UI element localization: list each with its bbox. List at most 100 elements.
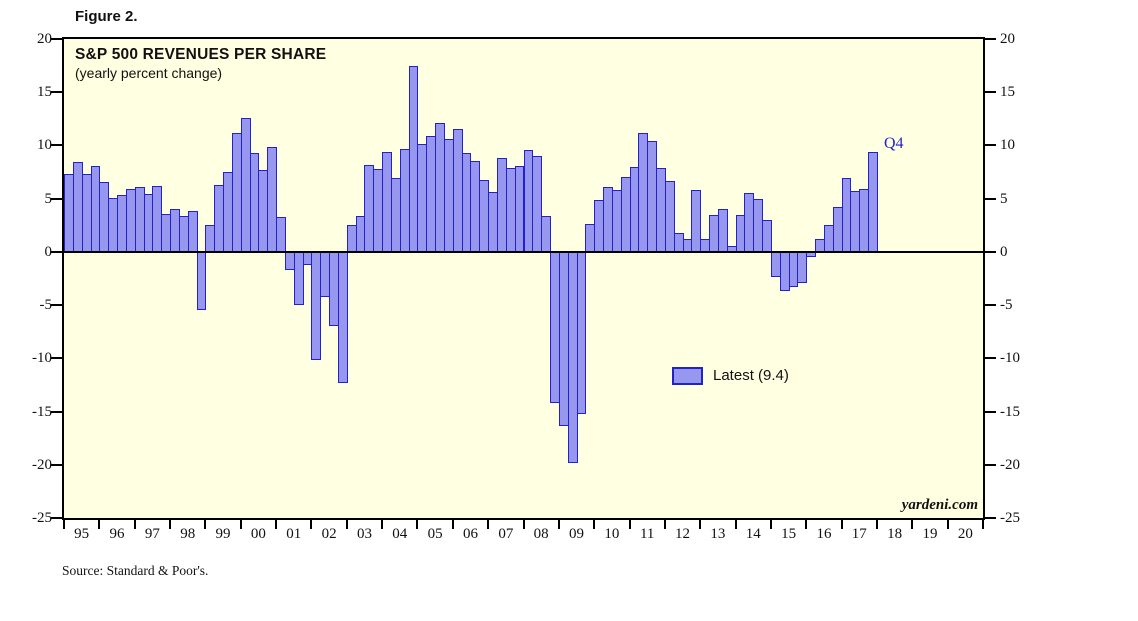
x-axis-label: 99: [215, 526, 231, 542]
bar: [337, 251, 348, 383]
y-axis-label-left: -25: [32, 510, 52, 526]
x-axis-label: 19: [922, 526, 938, 542]
y-axis-label-right: -10: [1000, 350, 1020, 367]
x-axis-tick: [381, 520, 384, 529]
x-axis-tick: [275, 520, 278, 529]
y-axis-label-left: 15: [37, 84, 52, 101]
x-axis-tick: [734, 520, 737, 529]
y-axis-tick: [985, 250, 996, 253]
y-axis-label-right: 20: [1000, 31, 1015, 47]
y-axis-label-right: -20: [1000, 456, 1020, 473]
y-axis-label-right: -25: [1000, 510, 1020, 526]
x-axis-tick: [133, 520, 136, 529]
legend-label: Latest (9.4): [713, 367, 789, 384]
watermark: yardeni.com: [901, 497, 978, 513]
y-axis-tick: [985, 517, 996, 519]
y-axis-tick: [985, 197, 996, 200]
x-axis-label: 02: [321, 526, 337, 542]
x-axis-tick: [875, 520, 878, 529]
x-axis-tick: [946, 520, 949, 529]
bar: [196, 251, 207, 311]
bar: [276, 216, 286, 253]
y-axis-tick: [51, 517, 62, 519]
y-axis-tick: [51, 304, 62, 307]
legend-swatch-icon: [672, 367, 703, 385]
x-axis-label: 16: [816, 526, 832, 542]
x-axis-label: 15: [781, 526, 797, 542]
plot-area: S&P 500 REVENUES PER SHARE (yearly perce…: [62, 37, 985, 520]
x-axis-tick: [982, 520, 984, 529]
chart-title: S&P 500 REVENUES PER SHARE: [75, 46, 327, 63]
y-axis-label-right: 5: [1000, 190, 1008, 207]
x-axis-label: 13: [710, 526, 726, 542]
y-axis-tick: [51, 197, 62, 200]
x-axis-tick: [487, 520, 490, 529]
x-axis-label: 12: [675, 526, 691, 542]
y-axis-label-left: 5: [44, 190, 53, 207]
y-axis-label-left: -5: [39, 297, 53, 314]
y-axis-label-left: 10: [37, 137, 52, 154]
y-axis-tick: [985, 410, 996, 413]
y-axis-label-left: -15: [32, 403, 52, 420]
x-axis-tick: [769, 520, 772, 529]
y-axis-label-right: -5: [1000, 297, 1013, 314]
x-axis-tick: [522, 520, 525, 529]
x-axis-label: 01: [286, 526, 302, 542]
x-axis-label: 07: [498, 526, 514, 542]
x-axis-tick: [557, 520, 560, 529]
x-axis-label: 98: [180, 526, 196, 542]
plot-inner: S&P 500 REVENUES PER SHARE (yearly perce…: [64, 39, 983, 518]
x-axis-label: 06: [462, 526, 478, 542]
y-axis-tick: [51, 144, 62, 147]
bar: [576, 251, 587, 414]
y-axis-tick: [985, 304, 996, 307]
bar: [868, 151, 878, 253]
x-axis-tick: [805, 520, 808, 529]
x-axis-label: 97: [144, 526, 160, 542]
y-axis-tick: [985, 91, 996, 94]
x-axis-tick: [310, 520, 313, 529]
x-axis-tick: [204, 520, 207, 529]
y-axis-tick: [51, 410, 62, 413]
y-axis-tick: [51, 250, 62, 253]
x-axis-tick: [628, 520, 631, 529]
y-axis-tick: [985, 357, 996, 360]
x-axis-label: 08: [533, 526, 549, 542]
y-axis-label-left: 20: [37, 31, 52, 47]
y-axis-label-right: 10: [1000, 137, 1015, 154]
x-axis-label: 00: [250, 526, 266, 542]
x-axis-tick: [416, 520, 419, 529]
x-axis-label: 96: [109, 526, 125, 542]
zero-line: [64, 250, 983, 253]
x-axis-tick: [98, 520, 101, 529]
y-axis-label-right: 15: [1000, 84, 1015, 101]
x-axis-tick: [699, 520, 702, 529]
bar: [541, 215, 551, 253]
y-axis-tick: [51, 38, 62, 40]
y-axis-label-right: 0: [1000, 243, 1008, 260]
y-axis-tick: [985, 463, 996, 466]
y-axis-label-left: 0: [44, 243, 53, 260]
x-axis-tick: [239, 520, 242, 529]
figure-label: Figure 2.: [75, 8, 138, 25]
x-axis-tick: [593, 520, 596, 529]
x-axis-label: 18: [887, 526, 903, 542]
source-note: Source: Standard & Poor's.: [62, 563, 209, 578]
x-axis-label: 05: [427, 526, 443, 542]
x-axis-tick: [911, 520, 914, 529]
y-axis-tick: [985, 144, 996, 147]
x-axis-tick: [663, 520, 666, 529]
x-axis-label: 09: [569, 526, 585, 542]
bar: [187, 211, 198, 253]
x-axis-label: 95: [74, 526, 90, 542]
y-axis-label-left: -10: [32, 350, 52, 367]
x-axis-label: 17: [851, 526, 867, 542]
x-axis-label: 14: [745, 526, 761, 542]
x-axis-label: 03: [356, 526, 372, 542]
x-axis-tick: [840, 520, 843, 529]
latest-bar-annotation: Q4: [883, 134, 904, 152]
x-axis-label: 04: [392, 526, 408, 542]
x-axis-tick: [169, 520, 172, 529]
chart-subtitle: (yearly percent change): [75, 65, 223, 81]
